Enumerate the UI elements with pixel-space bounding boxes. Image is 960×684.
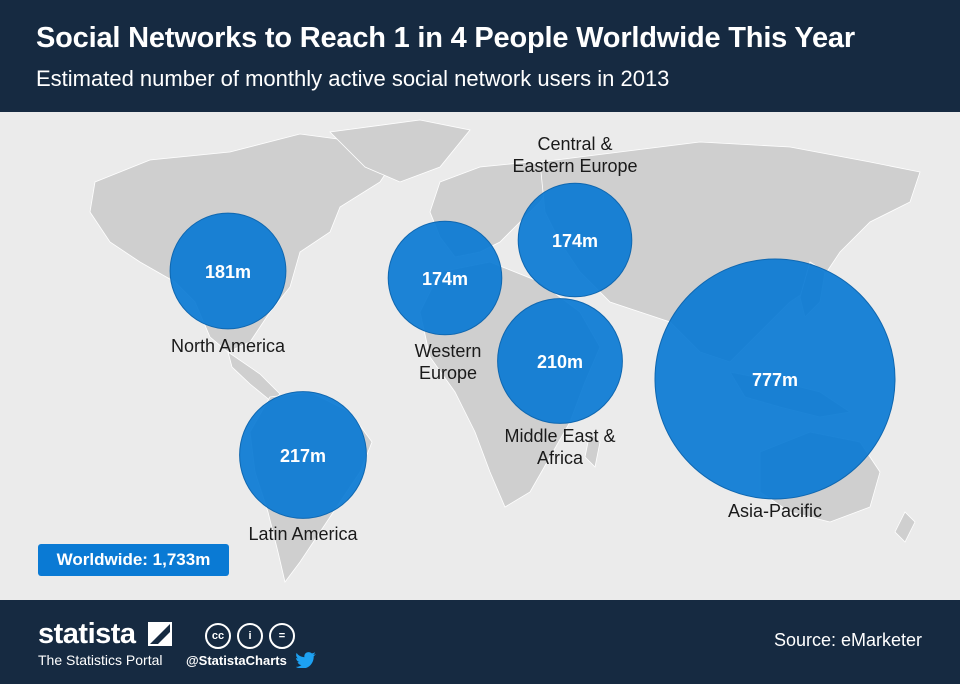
source-credit[interactable]: Source: eMarketer (773, 630, 922, 650)
region-name-label: Eastern Europe (512, 156, 637, 176)
no-derivatives-icon[interactable]: = (269, 623, 295, 649)
region-name-label: Central & (537, 134, 612, 154)
license-icons: cc i = (205, 623, 295, 649)
bubble-value-label: 777m (752, 370, 798, 390)
region-name-label: Western (415, 341, 482, 361)
tagline: The Statistics Portal (38, 652, 163, 668)
bubble-value-label: 210m (537, 352, 583, 372)
land-madagascar (584, 431, 601, 468)
footer: statista The Statistics Portal cc i = @S… (0, 600, 960, 684)
creative-commons-icon[interactable]: cc (205, 623, 231, 649)
bubble-value-label: 217m (280, 446, 326, 466)
bubble-value-label: 174m (552, 231, 598, 251)
region-name-label: Asia-Pacific (728, 501, 822, 521)
world-map: 181m North America 217m Latin America 174m We… (0, 112, 960, 600)
land-greenland (329, 119, 471, 183)
bubble-north-america (169, 212, 287, 330)
region-name-label: North America (171, 336, 286, 356)
bubble-middle-east-africa (497, 298, 623, 424)
region-name-label: Middle East & (504, 426, 615, 446)
bubble-value-label: 174m (422, 269, 468, 289)
land-central-america (227, 351, 281, 403)
bubble-layer (169, 182, 896, 519)
header: Social Networks to Reach 1 in 4 People W… (0, 0, 960, 112)
twitter-handle[interactable]: @StatistaCharts (186, 653, 287, 668)
chart-subtitle: Estimated number of monthly active socia… (36, 66, 670, 91)
map-canvas: 181m North America 217m Latin America 174m We… (89, 119, 921, 583)
region-name-label: Europe (419, 363, 477, 383)
region-name-label: Africa (537, 448, 584, 468)
statista-logo-icon (148, 622, 172, 646)
chart-title: Social Networks to Reach 1 in 4 People W… (36, 22, 855, 54)
label-layer: 181m North America 217m Latin America 174m We… (171, 134, 822, 544)
bubble-western-europe (387, 220, 503, 336)
bubble-asia-pacific (654, 258, 896, 500)
bubble-central-eastern-europe (517, 182, 633, 298)
land-new-zealand (894, 511, 916, 543)
bubble-value-label: 181m (205, 262, 251, 282)
twitter-bird-icon[interactable] (296, 652, 316, 668)
statista-logo-text: statista (38, 618, 136, 650)
attribution-icon[interactable]: i (237, 623, 263, 649)
bubble-latin-america (239, 391, 367, 519)
worldwide-total-badge: Worldwide: 1,733m (38, 544, 229, 576)
region-name-label: Latin America (248, 524, 358, 544)
